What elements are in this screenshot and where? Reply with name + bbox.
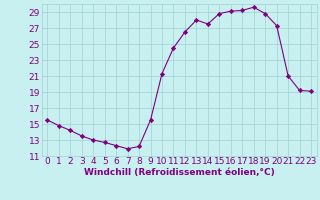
X-axis label: Windchill (Refroidissement éolien,°C): Windchill (Refroidissement éolien,°C) xyxy=(84,168,275,177)
